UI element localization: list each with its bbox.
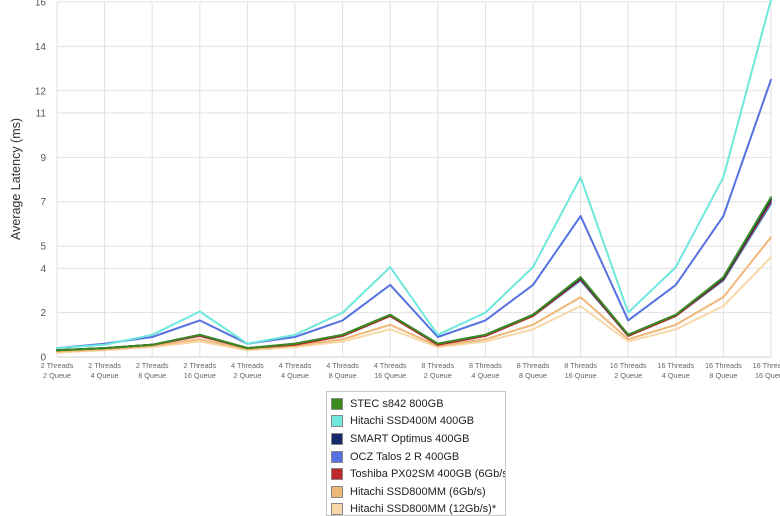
legend-swatch xyxy=(331,468,343,481)
x-tick-label: 2 Threads 16 Queue xyxy=(183,361,216,380)
x-axis-ticks: 2 Threads 2 Queue 2 Threads 4 Queue 2 Thread… xyxy=(41,361,780,380)
series-line-3 xyxy=(56,78,772,350)
x-tick-label: 2 Threads 8 Queue xyxy=(136,361,169,380)
x-tick-label: 16 Threads 8 Queue xyxy=(705,361,742,380)
latency-chart: 0 2 4 5 7 9 11 12 14 16 2 Threads 2 Queue 2 Threads… xyxy=(9,0,780,380)
legend-label: STEC s842 800GB xyxy=(350,397,444,410)
x-tick-label: 4 Threads 8 Queue xyxy=(326,361,359,380)
y-tick-label: 7 xyxy=(40,197,46,208)
legend-swatch xyxy=(331,503,343,515)
legend-swatch xyxy=(331,397,343,410)
legend-label: Hitachi SSD400M 400GB xyxy=(350,415,475,428)
legend-label: SMART Optimus 400GB xyxy=(350,432,470,445)
legend-label: OCZ Talos 2 R 400GB xyxy=(350,450,460,463)
legend-item[interactable]: SMART Optimus 400GB xyxy=(331,430,501,448)
x-tick-label: 16 Threads 4 Queue xyxy=(657,361,694,380)
x-tick-label: 2 Threads 4 Queue xyxy=(88,361,121,380)
legend-swatch xyxy=(331,450,343,463)
x-tick-label: 16 Threads 2 Queue xyxy=(610,361,647,380)
chart-legend: STEC s842 800GB Hitachi SSD400M 400GB SMAR… xyxy=(326,391,506,516)
y-tick-label: 14 xyxy=(35,42,47,53)
y-tick-label: 12 xyxy=(35,86,47,97)
x-tick-label: 8 Threads 8 Queue xyxy=(517,361,550,380)
y-tick-label: 16 xyxy=(35,0,47,9)
legend-swatch xyxy=(331,432,343,445)
grid-lines xyxy=(56,1,772,358)
y-tick-label: 2 xyxy=(40,308,46,319)
legend-item[interactable]: Hitachi SSD800MM (6Gb/s) xyxy=(331,483,501,501)
legend-label: Hitachi SSD800MM (12Gb/s)* xyxy=(350,503,497,516)
y-tick-label: 5 xyxy=(40,242,46,253)
legend-item[interactable]: Hitachi SSD400M 400GB xyxy=(331,413,501,431)
x-tick-label: 4 Threads 16 Queue xyxy=(374,361,407,380)
x-tick-label: 4 Threads 4 Queue xyxy=(279,361,312,380)
x-tick-label: 8 Threads 2 Queue xyxy=(421,361,454,380)
legend-label: Hitachi SSD800MM (6Gb/s) xyxy=(350,485,486,498)
y-tick-label: 9 xyxy=(40,153,46,164)
series-line-6 xyxy=(56,256,772,354)
x-tick-label: 2 Threads 2 Queue xyxy=(41,361,74,380)
legend-item[interactable]: Toshiba PX02SM 400GB (6Gb/s) xyxy=(331,465,505,483)
legend-item[interactable]: STEC s842 800GB xyxy=(331,395,501,413)
legend-swatch xyxy=(331,415,343,428)
legend-item[interactable]: Hitachi SSD800MM (12Gb/s)* xyxy=(331,501,501,516)
y-axis-label: Average Latency (ms) xyxy=(9,118,23,240)
x-tick-label: 8 Threads 16 Queue xyxy=(564,361,597,380)
legend-item[interactable]: OCZ Talos 2 R 400GB xyxy=(331,448,501,466)
x-tick-label: 8 Threads 4 Queue xyxy=(469,361,502,380)
series-line-5 xyxy=(56,236,772,353)
series-line-0 xyxy=(56,196,772,352)
legend-swatch xyxy=(331,485,343,498)
series-lines xyxy=(56,0,772,354)
series-line-1 xyxy=(56,0,772,350)
y-tick-label: 4 xyxy=(40,264,46,275)
y-tick-label: 0 xyxy=(40,353,46,364)
x-tick-label: 4 Threads 2 Queue xyxy=(231,361,264,380)
y-axis-ticks: 0 2 4 5 7 9 11 12 14 16 xyxy=(35,0,47,364)
legend-label: Toshiba PX02SM 400GB (6Gb/s) xyxy=(350,468,506,481)
y-tick-label: 11 xyxy=(36,108,47,119)
